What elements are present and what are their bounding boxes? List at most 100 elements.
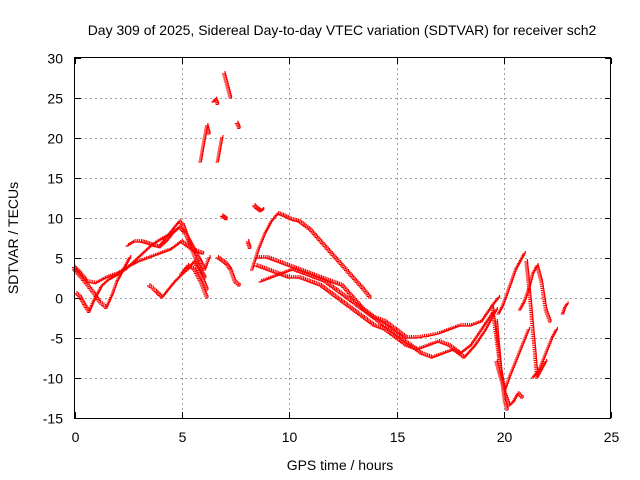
data-point-marker	[422, 352, 427, 356]
data-point-marker	[199, 260, 203, 265]
data-point-marker	[200, 285, 205, 289]
data-point-marker	[180, 240, 185, 244]
data-point-marker	[515, 391, 520, 395]
data-point-marker	[301, 222, 306, 226]
data-point-marker	[346, 303, 350, 308]
data-point-marker	[188, 265, 193, 269]
data-point-marker	[298, 220, 303, 224]
data-point-marker	[82, 303, 87, 307]
data-point-marker	[353, 278, 357, 282]
data-point-marker	[363, 316, 367, 320]
data-point-marker	[349, 293, 353, 298]
data-point-marker	[200, 283, 204, 287]
data-point-marker	[87, 285, 91, 289]
data-point-marker	[190, 266, 195, 270]
data-point-marker	[254, 205, 258, 209]
data-point-marker	[153, 288, 158, 293]
data-point-marker	[96, 298, 101, 302]
data-point-marker	[310, 274, 314, 278]
data-point-marker	[385, 325, 390, 330]
data-point-marker	[193, 260, 197, 265]
data-point-marker	[314, 234, 319, 239]
data-point-marker	[343, 301, 347, 305]
data-point-marker	[221, 259, 225, 263]
data-point-marker	[370, 321, 375, 326]
data-point-marker	[301, 271, 305, 275]
data-point-marker	[378, 320, 382, 324]
data-point-marker	[338, 290, 342, 294]
chart-title: Day 309 of 2025, Sidereal Day-to-day VTE…	[88, 22, 597, 38]
data-point-marker	[554, 327, 558, 331]
data-point-marker	[367, 295, 372, 299]
data-point-marker	[411, 345, 416, 349]
data-point-marker	[544, 309, 548, 313]
data-point-marker	[183, 242, 188, 246]
y-tick-label: 20	[47, 131, 63, 147]
data-point-marker	[156, 291, 160, 295]
data-point-marker	[329, 279, 333, 283]
data-point-marker	[349, 305, 353, 310]
data-point-marker	[405, 340, 410, 345]
data-point-marker	[219, 213, 224, 217]
data-point-marker	[303, 223, 307, 228]
data-point-marker	[377, 325, 382, 329]
data-point-marker	[195, 273, 200, 278]
data-point-marker	[447, 343, 451, 347]
data-point-marker	[416, 348, 420, 353]
data-point-marker	[323, 245, 328, 249]
x-tick-label: 10	[282, 429, 298, 445]
data-point-marker	[151, 287, 156, 291]
y-tick-label: 0	[55, 291, 63, 307]
data-point-marker	[399, 336, 403, 340]
data-point-marker	[350, 299, 354, 304]
data-point-marker	[225, 262, 229, 267]
data-point-marker	[359, 313, 364, 318]
data-point-marker	[185, 263, 190, 267]
x-axis-label: GPS time / hours	[287, 457, 394, 473]
data-point-marker	[428, 354, 432, 358]
data-point-marker	[366, 293, 371, 297]
data-point-marker	[95, 296, 100, 301]
data-points	[72, 71, 569, 411]
data-point-marker	[398, 330, 402, 334]
data-point-marker	[235, 122, 240, 126]
data-point-marker	[237, 125, 241, 129]
data-point-marker	[319, 240, 324, 245]
y-tick-label: -15	[43, 411, 63, 427]
data-point-marker	[222, 215, 226, 219]
data-point-marker	[358, 312, 362, 317]
data-point-marker	[284, 274, 289, 278]
data-point-marker	[336, 258, 340, 263]
data-point-marker	[219, 135, 224, 139]
data-point-marker	[311, 280, 315, 284]
data-point-marker	[436, 339, 441, 343]
data-point-marker	[306, 278, 310, 282]
data-point-marker	[344, 267, 348, 272]
data-point-marker	[75, 292, 80, 296]
data-point-marker	[441, 341, 446, 345]
data-point-marker	[196, 255, 201, 260]
data-point-marker	[348, 272, 352, 276]
data-point-marker	[364, 290, 368, 294]
data-point-marker	[381, 322, 385, 326]
data-point-marker	[352, 276, 356, 281]
data-point-marker	[402, 338, 407, 342]
data-point-marker	[217, 256, 221, 260]
data-point-marker	[344, 287, 348, 292]
data-point-marker	[350, 275, 355, 279]
data-point-marker	[524, 259, 528, 263]
data-point-marker	[247, 245, 252, 249]
data-point-marker	[494, 359, 498, 363]
data-point-marker	[78, 295, 82, 299]
data-point-marker	[388, 328, 393, 332]
data-point-marker	[394, 332, 399, 337]
data-point-marker	[376, 319, 380, 323]
data-point-marker	[275, 259, 280, 263]
data-point-marker	[338, 297, 343, 302]
data-point-marker	[284, 262, 289, 266]
data-point-marker	[97, 299, 102, 304]
data-point-marker	[333, 255, 337, 260]
data-point-marker	[396, 329, 401, 333]
data-point-marker	[367, 319, 372, 324]
data-point-marker	[390, 329, 394, 333]
